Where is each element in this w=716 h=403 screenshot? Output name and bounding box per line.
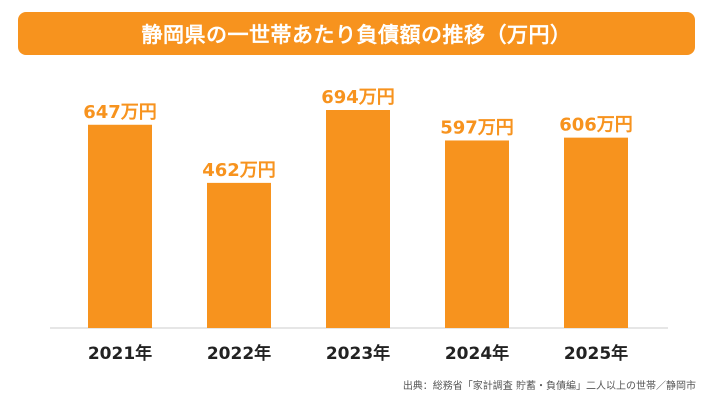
bar-2025年 <box>564 137 628 328</box>
chart-title-banner: 静岡県の一世帯あたり負債額の推移（万円） <box>18 12 695 55</box>
bar-2022年 <box>207 182 271 328</box>
bar-2021年 <box>88 124 152 328</box>
category-label: 2023年 <box>326 343 390 364</box>
bars-group <box>88 110 628 328</box>
category-label: 2025年 <box>564 343 628 364</box>
category-labels-group: 2021年 2022年 2023年 2024年 2025年 <box>88 343 628 364</box>
category-label: 2022年 <box>207 343 271 364</box>
category-label: 2024年 <box>445 343 509 364</box>
value-label: 647万円 <box>83 102 157 123</box>
value-label: 597万円 <box>440 117 514 138</box>
bar-2023年 <box>326 110 390 328</box>
bar-2024年 <box>445 140 509 328</box>
value-label: 694万円 <box>321 87 395 108</box>
category-label: 2021年 <box>88 343 152 364</box>
chart-title: 静岡県の一世帯あたり負債額の推移（万円） <box>141 22 572 47</box>
value-label: 462万円 <box>202 160 276 181</box>
value-label: 606万円 <box>559 115 633 136</box>
value-labels-group: 647万円 462万円 694万円 597万円 606万円 <box>83 87 633 181</box>
source-note: 出典：総務省「家計調査 貯蓄・負債編」二人以上の世帯／静岡市 <box>402 381 696 392</box>
